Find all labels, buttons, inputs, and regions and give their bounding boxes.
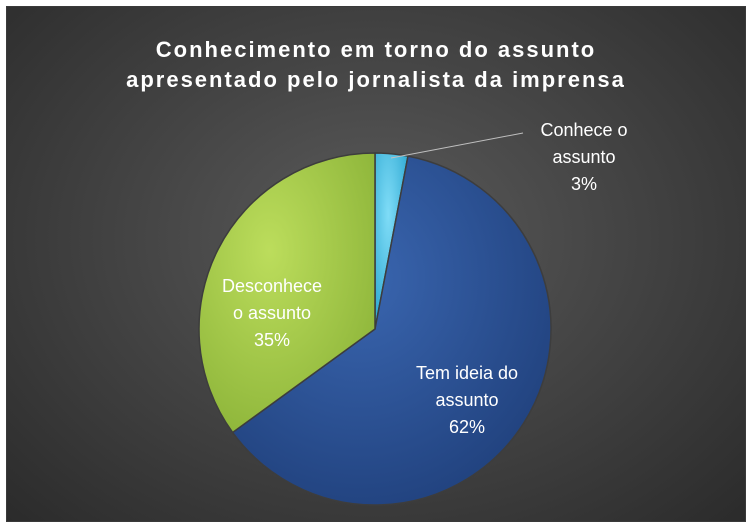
slice-label-desconhece-line-1: Desconhece	[221, 276, 323, 296]
pie-slice-desconhece	[198, 152, 376, 434]
slice-label-tem-ideia-line-1: Tem ideia do	[415, 363, 519, 383]
chart-area: Conhecimento em torno do assunto apresen…	[6, 6, 746, 522]
slice-label-tem-ideia: Tem ideia do assunto 62%	[392, 360, 542, 441]
slice-label-desconhece-line-2: o assunto	[232, 303, 312, 323]
chart-title-line-1: Conhecimento em torno do assunto	[155, 37, 597, 62]
pie-slice-tem-ideia	[231, 155, 552, 506]
slice-label-conhece-line-2: assunto	[552, 147, 616, 167]
slice-value-desconhece: 35%	[253, 330, 291, 350]
leader-line-conhece	[390, 132, 524, 159]
slice-label-conhece-line-1: Conhece o	[540, 120, 628, 140]
pie-chart	[198, 132, 552, 506]
slice-label-tem-ideia-line-2: assunto	[435, 390, 499, 410]
slice-label-conhece: Conhece o assunto 3%	[509, 117, 659, 198]
chart-title-line-2: apresentado pelo jornalista da imprensa	[126, 67, 626, 92]
slice-label-desconhece: Desconhece o assunto 35%	[197, 273, 347, 354]
chart-title: Conhecimento em torno do assunto apresen…	[7, 35, 745, 95]
slice-value-conhece: 3%	[570, 174, 597, 194]
slice-value-tem-ideia: 62%	[448, 417, 486, 437]
